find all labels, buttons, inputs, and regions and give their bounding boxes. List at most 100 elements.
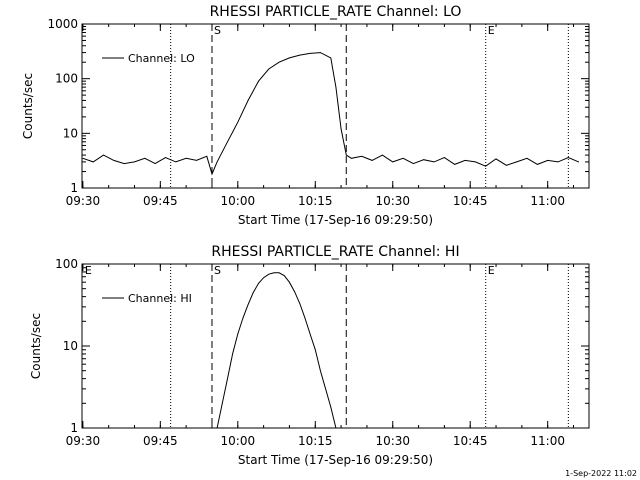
panel-1-y-tick-label: 100	[55, 72, 78, 86]
panel-1-chart-title: RHESSI PARTICLE_RATE Channel: LO	[210, 4, 462, 20]
panel-1-data-point	[103, 154, 104, 156]
panel-2-data-point	[309, 333, 311, 335]
panel-2-marker-label: E	[488, 264, 495, 277]
panel-1-data-point	[278, 61, 280, 63]
panel-2-marker-label: S	[214, 264, 221, 277]
panel-1-data-point	[247, 100, 249, 101]
panel-1-data-point	[402, 157, 404, 159]
panel-1-y-tick-label: 10	[63, 126, 78, 140]
panel-2-data-point	[299, 303, 301, 304]
panel-1-data-point	[413, 163, 414, 164]
panel-1-data-point	[516, 161, 518, 163]
panel-1-data-point	[330, 57, 332, 59]
panel-1-legend-label: Channel: LO	[128, 52, 195, 65]
panel-2-x-tick-label: 10:00	[221, 434, 256, 448]
panel-1-data-point	[526, 157, 528, 159]
panel-2-y-tick-label: 10	[63, 339, 78, 353]
panel-1-data-point	[211, 173, 213, 175]
panel-2-axes-frame	[81, 263, 590, 429]
panel-1-data-point	[474, 161, 476, 163]
panel-1-data-point	[392, 161, 394, 163]
panel-2-y-tick-label: 1	[70, 421, 78, 435]
panel-2-data-point	[330, 406, 332, 408]
panel-1-data-point	[289, 57, 290, 59]
panel-1-data-point	[371, 159, 373, 161]
panel-1-data-point	[443, 157, 445, 158]
panel-1-data-point	[505, 164, 507, 166]
panel-1-y-axis-label: Counts/sec	[21, 73, 35, 139]
panel-2-data-point	[278, 272, 280, 274]
panel-1-axes-frame	[81, 23, 590, 189]
panel-2-x-tick-label: 09:30	[66, 434, 101, 448]
panel-1-data-point	[423, 159, 425, 161]
panel-2-data-point	[252, 292, 254, 293]
panel-2-data-point	[283, 275, 285, 277]
panel-1-marker-label: S	[214, 24, 221, 37]
panel-2-data-point	[221, 402, 223, 404]
panel-1-data-point	[382, 154, 383, 156]
panel-1-data-point	[82, 157, 84, 159]
panel-2-data-point	[258, 282, 259, 284]
panel-1-data-point	[345, 154, 347, 156]
panel-2-legend-label: Channel: HI	[128, 292, 192, 305]
panel-1-data-point	[92, 161, 94, 163]
panel-1-data-point	[547, 159, 549, 161]
panel-1-data-point	[536, 164, 538, 165]
panel-2-x-tick-label: 11:00	[530, 434, 565, 448]
panel-2-marker-label: E	[85, 264, 92, 277]
panel-1-data-point	[433, 161, 435, 163]
panel-2-data-point	[314, 349, 316, 351]
panel-2-data-point	[268, 273, 270, 275]
panel-2-data-point	[304, 317, 306, 319]
panel-1-data-point	[320, 52, 321, 53]
panel-1-data-point	[454, 164, 456, 165]
panel-2-y-tick-label: 100	[55, 257, 78, 271]
panel-1-data-point	[216, 161, 218, 163]
panel-2-x-tick-label: 10:30	[375, 434, 410, 448]
panel-1-data-point	[495, 158, 497, 160]
panel-1-series-line	[82, 52, 579, 176]
panel-2-chart-title: RHESSI PARTICLE_RATE Channel: HI	[211, 244, 459, 260]
panel-1-data-point	[185, 157, 187, 159]
panel-1-data-point	[196, 159, 197, 161]
panel-2-data-point	[237, 333, 239, 335]
panel-1-data-point	[485, 165, 487, 167]
panel-1-data-point	[165, 157, 166, 158]
panel-1-data-point	[154, 163, 156, 164]
panel-1-data-point	[175, 161, 177, 163]
panel-2-x-tick-label: 09:45	[143, 434, 178, 448]
panel-2-data-point	[232, 353, 234, 355]
panel-1-data-point	[351, 157, 352, 159]
panel-1-data-point	[299, 54, 301, 56]
panel-2-series-line	[216, 272, 337, 429]
panel-2-data-point	[294, 291, 296, 293]
panel-1-marker-label: E	[488, 24, 495, 37]
panel-2-data-point	[335, 427, 337, 429]
panel-1-data-point	[134, 161, 135, 163]
panel-1-data-point	[361, 155, 363, 157]
panel-1-y-tick-label: 1000	[47, 17, 78, 31]
panel-1-data-point	[335, 86, 337, 88]
panel-1-data-point	[144, 157, 146, 159]
panel-1-x-tick-label: 10:45	[453, 194, 488, 208]
panel-2-data-point	[247, 304, 249, 305]
panel-1-x-tick-label: 11:00	[530, 194, 565, 208]
panel-2-data-point	[289, 281, 290, 283]
panel-2-data-point	[263, 277, 265, 279]
panel-1-y-tick-label: 1	[70, 181, 78, 195]
panel-1-x-axis-label: Start Time (17-Sep-16 09:29:50)	[238, 213, 433, 227]
panel-1-data-point	[113, 159, 115, 161]
panel-1-data-point	[268, 68, 270, 70]
panel-1-data-point	[206, 155, 208, 157]
panel-1-data-point	[123, 163, 125, 164]
panel-1-data-point	[340, 128, 342, 130]
panel-1-x-tick-label: 10:30	[375, 194, 410, 208]
panel-2-y-axis-label: Counts/sec	[29, 313, 43, 379]
panel-2-x-tick-label: 10:15	[298, 434, 333, 448]
panel-2-data-point	[242, 317, 244, 319]
panel-1-data-point	[557, 161, 559, 163]
panel-1-x-tick-label: 09:45	[143, 194, 178, 208]
panel-1-data-point	[237, 121, 239, 123]
generation-timestamp: 1-Sep-2022 11:02	[565, 469, 637, 478]
